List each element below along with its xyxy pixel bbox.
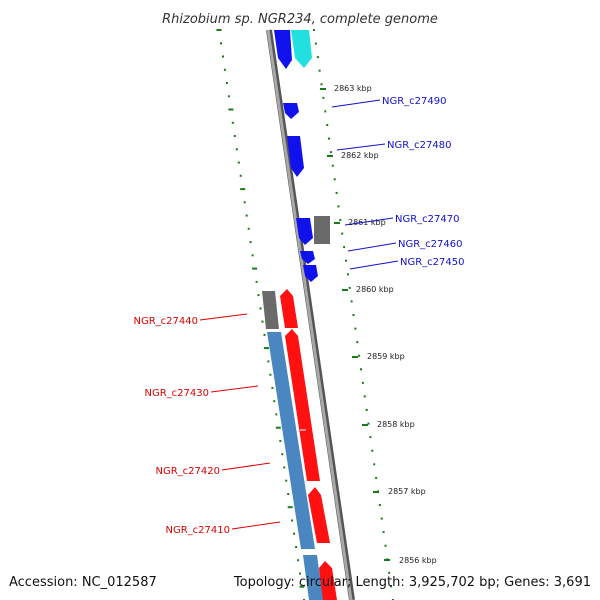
label-c27470[interactable]: NGR_c27470 xyxy=(344,214,460,226)
kbp-label: 2863 kbp xyxy=(334,84,372,93)
inner-guide-dots xyxy=(216,29,305,600)
kbp-tick-2856: 2856 kbp xyxy=(384,556,437,565)
forward-gene-labels: NGR_c27490 NGR_c27480 NGR_c27470 NGR_c27… xyxy=(331,96,465,270)
gene-label-text[interactable]: NGR_c27420 xyxy=(156,466,221,477)
kbp-label: 2857 kbp xyxy=(388,487,426,496)
kbp-tick-2860: 2860 kbp xyxy=(342,285,394,294)
kbp-label: 2861 kbp xyxy=(348,218,386,227)
kbp-tick-2858: 2858 kbp xyxy=(362,420,415,429)
gene-c27490[interactable] xyxy=(283,103,299,119)
kbp-label: 2860 kbp xyxy=(356,285,394,294)
kbp-tick-2862: 2862 kbp xyxy=(327,151,379,160)
gene-top-cyan[interactable] xyxy=(291,30,312,68)
backbone xyxy=(266,29,353,600)
kbp-tick-2859: 2859 kbp xyxy=(352,352,405,361)
gene-c27480[interactable] xyxy=(287,136,304,177)
kbp-tick-2863: 2863 kbp xyxy=(320,84,372,93)
kbp-label: 2856 kbp xyxy=(399,556,437,565)
gene-label-text[interactable]: NGR_c27490 xyxy=(382,96,447,107)
gene-label-text[interactable]: NGR_c27470 xyxy=(395,214,460,225)
gene-top-blue[interactable] xyxy=(274,30,292,69)
kbp-ticks: 2863 kbp 2862 kbp 2861 kbp 2860 kbp 2859… xyxy=(320,84,437,565)
gene-c27460[interactable] xyxy=(300,251,315,264)
label-c27460[interactable]: NGR_c27460 xyxy=(347,239,463,252)
accession-text: Accession: NC_012587 xyxy=(9,575,157,590)
gene-bottom-steel[interactable] xyxy=(303,555,323,600)
gene-label-text[interactable]: NGR_c27410 xyxy=(166,525,231,536)
gene-c27430-red[interactable] xyxy=(285,329,320,481)
gene-c27440-gray[interactable] xyxy=(262,291,279,329)
kbp-label: 2862 kbp xyxy=(341,151,379,160)
kbp-label: 2858 kbp xyxy=(377,420,415,429)
label-c27450[interactable]: NGR_c27450 xyxy=(349,257,465,270)
label-c27440[interactable]: NGR_c27440 xyxy=(134,313,248,327)
label-c27490[interactable]: NGR_c27490 xyxy=(331,96,447,108)
label-c27420[interactable]: NGR_c27420 xyxy=(156,462,271,477)
gene-c27450[interactable] xyxy=(303,265,318,282)
gene-features xyxy=(262,30,337,600)
gene-gray-c27470[interactable] xyxy=(314,216,330,244)
gene-c27410-red[interactable] xyxy=(308,487,330,543)
gene-label-text[interactable]: NGR_c27440 xyxy=(134,316,199,327)
gene-bottom-red[interactable] xyxy=(319,561,337,600)
gene-c27420-steel[interactable] xyxy=(267,332,315,549)
reverse-gene-labels: NGR_c27440 NGR_c27430 NGR_c27420 NGR_c27… xyxy=(134,313,281,536)
kbp-tick-2857: 2857 kbp xyxy=(373,487,426,496)
label-c27480[interactable]: NGR_c27480 xyxy=(336,140,452,151)
genome-summary-text: Topology: circular; Length: 3,925,702 bp… xyxy=(233,575,591,590)
kbp-label: 2859 kbp xyxy=(367,352,405,361)
gene-label-text[interactable]: NGR_c27460 xyxy=(398,239,463,250)
gene-label-text[interactable]: NGR_c27480 xyxy=(387,140,452,151)
gene-label-text[interactable]: NGR_c27450 xyxy=(400,257,465,268)
map-title: Rhizobium sp. NGR234, complete genome xyxy=(162,12,438,27)
label-c27430[interactable]: NGR_c27430 xyxy=(145,385,259,399)
gene-label-text[interactable]: NGR_c27430 xyxy=(145,388,210,399)
gene-c27470[interactable] xyxy=(296,218,313,245)
label-c27410[interactable]: NGR_c27410 xyxy=(166,521,281,536)
kbp-tick-2861: 2861 kbp xyxy=(334,218,386,227)
outer-guide-dots xyxy=(313,29,394,600)
gene-c27440-red[interactable] xyxy=(280,289,298,328)
